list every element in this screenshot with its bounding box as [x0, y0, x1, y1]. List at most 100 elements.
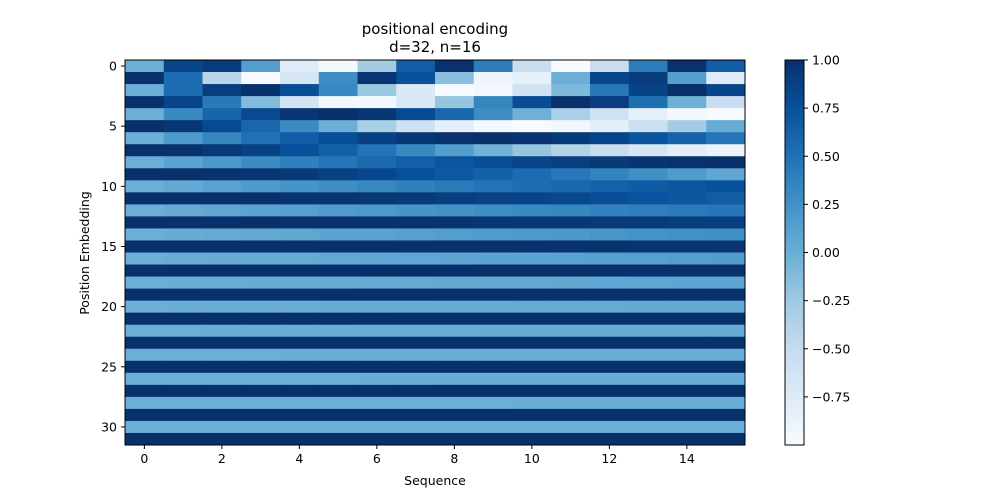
heatmap-cell: [125, 156, 165, 169]
heatmap-cell: [396, 84, 436, 97]
heatmap-cell: [125, 132, 165, 145]
heatmap-cell: [551, 120, 591, 133]
heatmap-cell: [628, 84, 668, 97]
heatmap-cell: [280, 276, 320, 290]
heatmap-cell: [125, 96, 165, 109]
colorbar-tick-label: 0.75: [812, 101, 840, 116]
heatmap-cell: [706, 228, 746, 241]
heatmap-cell: [357, 396, 397, 410]
heatmap-cell: [318, 408, 358, 422]
heatmap-cell: [280, 156, 320, 169]
heatmap-cell: [551, 240, 591, 253]
heatmap-cell: [512, 180, 552, 193]
y-tick-label: 0: [109, 59, 117, 74]
heatmap-cell: [512, 72, 552, 85]
heatmap-cell: [512, 288, 552, 302]
heatmap-cell: [202, 324, 242, 338]
heatmap-cell: [202, 384, 242, 398]
heatmap-cell: [512, 228, 552, 241]
heatmap-cell: [280, 300, 320, 314]
heatmap-cell: [590, 360, 630, 374]
heatmap-cell: [318, 384, 358, 398]
heatmap-cell: [241, 360, 281, 374]
heatmap-cell: [667, 324, 707, 338]
x-tick-label: 4: [295, 451, 303, 466]
heatmap-cell: [241, 228, 281, 241]
heatmap-cell: [280, 216, 320, 229]
heatmap-cell: [473, 276, 513, 290]
heatmap-cell: [396, 336, 436, 350]
heatmap-cell: [163, 156, 203, 169]
heatmap-cell: [125, 120, 165, 133]
heatmap-cell: [163, 132, 203, 145]
heatmap-cell: [396, 276, 436, 290]
chart-subtitle: d=32, n=16: [389, 38, 481, 56]
colorbar-gradient: [784, 59, 805, 446]
heatmap-cell: [202, 300, 242, 314]
heatmap-cell: [628, 264, 668, 278]
heatmap-cell: [280, 372, 320, 386]
colorbar-tick-label: −0.75: [812, 389, 850, 404]
x-tick-label: 0: [140, 451, 148, 466]
heatmap-cell: [318, 276, 358, 290]
heatmap-cell: [163, 408, 203, 422]
heatmap-cell: [590, 276, 630, 290]
heatmap-cell: [706, 108, 746, 121]
heatmap-cell: [628, 156, 668, 169]
heatmap-cell: [163, 72, 203, 85]
heatmap-cell: [202, 252, 242, 266]
heatmap-cell: [590, 216, 630, 229]
heatmap-cell: [512, 252, 552, 266]
heatmap-cell: [280, 432, 320, 446]
heatmap-cell: [163, 192, 203, 205]
heatmap-cell: [667, 60, 707, 73]
heatmap-cell: [280, 324, 320, 338]
heatmap-cell: [667, 156, 707, 169]
heatmap-cell: [396, 360, 436, 374]
heatmap-cell: [241, 72, 281, 85]
heatmap-cell: [667, 240, 707, 253]
heatmap-cell: [163, 432, 203, 446]
heatmap-cell: [706, 312, 746, 326]
heatmap-cell: [396, 120, 436, 133]
heatmap-cell: [706, 408, 746, 422]
heatmap-cell: [628, 252, 668, 266]
heatmap-cell: [241, 60, 281, 73]
heatmap-cell: [551, 192, 591, 205]
heatmap-cell: [551, 432, 591, 446]
heatmap-cell: [280, 204, 320, 217]
heatmap-cell: [590, 324, 630, 338]
heatmap-cell: [473, 312, 513, 326]
heatmap-cell: [628, 336, 668, 350]
heatmap-cell: [590, 432, 630, 446]
heatmap-cell: [202, 312, 242, 326]
heatmap-cell: [473, 108, 513, 121]
heatmap-cell: [667, 216, 707, 229]
heatmap-cell: [590, 348, 630, 362]
heatmap-cell: [628, 192, 668, 205]
heatmap-cell: [163, 204, 203, 217]
heatmap-cell: [241, 372, 281, 386]
heatmap-cell: [125, 240, 165, 253]
heatmap-cell: [628, 204, 668, 217]
heatmap-cell: [202, 144, 242, 157]
heatmap-cell: [163, 360, 203, 374]
heatmap-cell: [357, 300, 397, 314]
y-tick-label: 5: [109, 119, 117, 134]
heatmap-cell: [706, 72, 746, 85]
heatmap-cell: [667, 432, 707, 446]
heatmap-cell: [473, 192, 513, 205]
heatmap-cell: [125, 432, 165, 446]
heatmap-cell: [163, 180, 203, 193]
heatmap-cell: [241, 168, 281, 181]
heatmap-cell: [125, 216, 165, 229]
heatmap-cell: [163, 324, 203, 338]
heatmap-cell: [512, 372, 552, 386]
heatmap-cell: [435, 60, 475, 73]
heatmap-cell: [280, 348, 320, 362]
heatmap-cell: [473, 120, 513, 133]
heatmap-cell: [202, 360, 242, 374]
heatmap-cell: [163, 288, 203, 302]
heatmap-cell: [667, 144, 707, 157]
heatmap-cell: [163, 228, 203, 241]
